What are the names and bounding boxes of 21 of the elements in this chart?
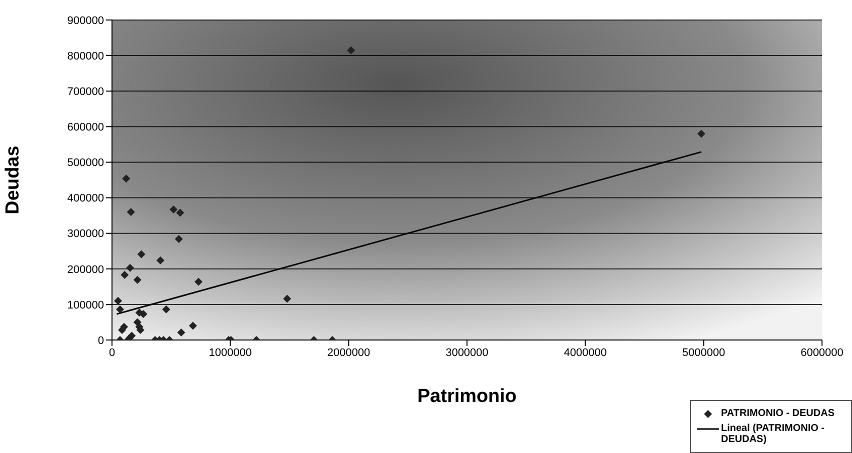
- x-tick-label: 1000000: [208, 346, 252, 359]
- legend-label: Lineal (PATRIMONIO - DEUDAS): [721, 423, 826, 445]
- x-tick-label: 3000000: [446, 346, 488, 359]
- y-tick-label: 900000: [67, 14, 104, 27]
- y-tick-label: 600000: [67, 122, 104, 134]
- y-tick-label: 500000: [67, 157, 104, 170]
- x-tick-label: 2000000: [327, 346, 370, 359]
- y-tick-label: 700000: [67, 86, 104, 98]
- legend-label: PATRIMONIO - DEUDAS: [721, 408, 835, 419]
- x-tick-label: 5000000: [682, 346, 726, 359]
- y-tick-label: 400000: [67, 192, 104, 205]
- y-tick-label: 300000: [67, 228, 104, 240]
- x-axis-title: Patrimonio: [417, 386, 517, 407]
- x-tick-label: 4000000: [564, 346, 607, 359]
- x-tick-label: 0: [108, 346, 116, 359]
- y-tick-label: 200000: [67, 264, 104, 276]
- x-tick-label: 6000000: [800, 346, 844, 359]
- y-tick-label: 100000: [67, 299, 104, 312]
- y-tick-label: 0: [98, 334, 104, 347]
- y-tick-label: 800000: [67, 50, 104, 62]
- y-axis-title: Deudas: [2, 146, 24, 214]
